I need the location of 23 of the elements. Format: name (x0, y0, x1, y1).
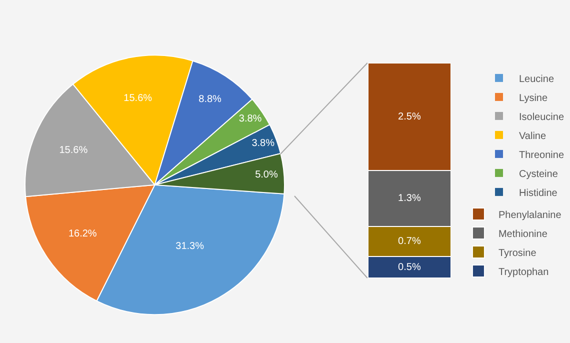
data-label: 8.8% (198, 94, 222, 105)
data-label: 1.3% (398, 192, 421, 204)
data-label: 0.7% (398, 236, 421, 247)
legend-label: Leucine (519, 74, 554, 85)
legend-label: Phenylalanine (498, 210, 562, 221)
data-label: 15.6% (59, 145, 88, 156)
data-label: 31.3% (176, 240, 204, 252)
data-label: 2.5% (398, 111, 421, 122)
data-label: 3.8% (252, 138, 275, 150)
data-label: 15.6% (124, 92, 152, 104)
data-label: 3.8% (238, 114, 262, 125)
legend-label: Threonine (519, 150, 564, 161)
data-label: 16.2% (68, 228, 97, 240)
legend-label: Valine (519, 130, 546, 142)
legend-label: Cysteine (519, 168, 558, 180)
legend-label: Lysine (519, 92, 548, 104)
legend-label: Methionine (498, 228, 548, 240)
legend-label: Histidine (519, 188, 558, 199)
legend-label: Tyrosine (498, 248, 537, 259)
data-label: 0.5% (398, 262, 421, 273)
data-label: 5.0% (255, 170, 278, 181)
legend-label: Tryptophan (498, 266, 549, 278)
legend-label: Isoleucine (519, 112, 564, 123)
